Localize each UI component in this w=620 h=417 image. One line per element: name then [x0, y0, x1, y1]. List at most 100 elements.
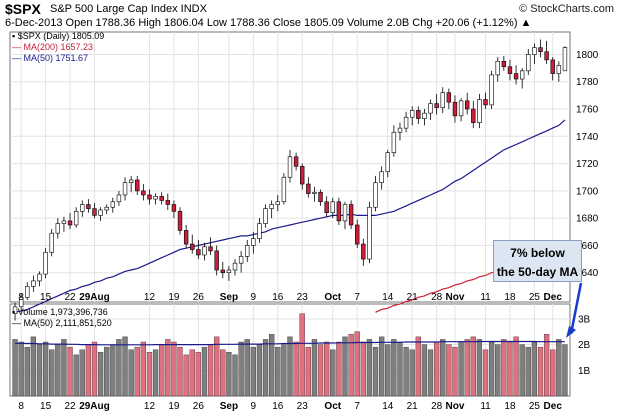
volume-bar	[330, 349, 336, 397]
candle	[562, 46, 568, 72]
volume-bar	[18, 341, 24, 397]
candle	[428, 99, 433, 120]
price-x-tick-label: 14	[382, 292, 394, 303]
candle	[147, 189, 152, 205]
candle	[556, 61, 562, 82]
volume-bar	[550, 349, 556, 397]
candle-body	[483, 99, 488, 106]
candle	[214, 245, 219, 276]
candle	[128, 175, 134, 193]
candle	[538, 39, 543, 58]
volume-ma-line-group	[15, 340, 565, 346]
candle	[477, 94, 482, 129]
volume-x-tick-label: Oct	[324, 401, 341, 412]
candle	[526, 49, 531, 75]
candle	[336, 197, 342, 225]
candle	[220, 261, 225, 279]
candle	[177, 207, 183, 235]
candle	[61, 216, 67, 232]
candle	[355, 219, 360, 249]
volume-bar	[165, 339, 171, 397]
candle-body	[159, 196, 164, 201]
volume-bar	[159, 344, 165, 397]
volume-bar	[128, 349, 134, 397]
candle	[422, 109, 427, 126]
volume-bar	[134, 346, 140, 397]
candle-body	[116, 194, 122, 203]
candle-body	[519, 70, 525, 80]
volume-legend: ▪ Volume 1,973,396,736 — MA(50) 2,111,85…	[12, 307, 112, 329]
candle-body	[538, 47, 543, 53]
price-x-tick-label: 11	[480, 292, 491, 303]
volume-bar	[440, 339, 446, 397]
volume-bar	[49, 349, 55, 397]
candle	[410, 106, 415, 126]
candle	[318, 189, 323, 206]
candle	[135, 175, 140, 195]
volume-bar	[397, 341, 403, 397]
volume-x-tick-label: 7	[354, 401, 360, 412]
price-x-tick-label: 7	[354, 292, 360, 303]
candle	[458, 98, 464, 122]
volume-tick-label: 2B	[578, 340, 591, 351]
candle	[293, 152, 299, 171]
volume-bar	[55, 344, 61, 397]
volume-x-tick-label: 18	[504, 401, 516, 412]
candle-body	[141, 190, 146, 196]
candle-body	[452, 101, 458, 117]
candle	[159, 192, 164, 205]
volume-bar	[311, 339, 318, 397]
price-x-tick-label: 28	[431, 292, 443, 303]
volume-x-tick-label: Nov	[446, 401, 465, 412]
candle-body	[464, 100, 470, 110]
candle	[55, 218, 61, 239]
price-x-tick-label: 25	[529, 292, 541, 303]
candle	[269, 200, 274, 219]
price-tick-label: 1660	[576, 241, 599, 252]
candle-body	[403, 116, 409, 129]
volume-bar	[140, 341, 147, 397]
volume-bar	[220, 349, 226, 397]
candle-body	[416, 110, 421, 119]
price-x-tick-label: 12	[144, 292, 156, 303]
ma50-line-group	[14, 119, 566, 313]
candle	[263, 204, 268, 228]
volume-bar	[262, 339, 269, 397]
volume-bar	[446, 344, 452, 397]
price-x-tick-label: 8	[18, 292, 24, 303]
volume-bar	[360, 341, 366, 397]
volume-x-tick-label: 21	[407, 401, 419, 412]
volume-bar	[152, 349, 159, 397]
candle	[275, 194, 280, 212]
volume-bar	[91, 341, 98, 397]
candle-body	[556, 65, 562, 74]
candle	[501, 55, 507, 71]
volume-bar	[42, 341, 49, 397]
volume-x-tick-label: 14	[382, 401, 394, 412]
volume-bar	[354, 331, 360, 397]
candle-body	[513, 73, 519, 80]
candle-body	[355, 224, 360, 245]
annotation-callout: 7% below the 50-day MA	[493, 240, 582, 282]
volume-bar	[269, 334, 275, 397]
legend-price: ▪ $SPX (Daily) 1805.09	[12, 31, 105, 41]
candle	[312, 186, 317, 202]
price-x-tick-label: Sep	[220, 292, 238, 303]
candle-body	[122, 182, 128, 196]
candle-body	[183, 230, 189, 245]
candle	[208, 237, 213, 255]
price-x-tick-label: 15	[40, 292, 52, 303]
volume-bar	[488, 341, 495, 397]
volume-bar	[342, 336, 348, 397]
candle	[507, 59, 513, 81]
volume-bar	[73, 354, 79, 397]
candle-body	[489, 74, 494, 106]
candle	[80, 200, 85, 217]
candle-body	[196, 249, 201, 256]
candle-body	[245, 245, 250, 257]
candle	[330, 197, 335, 219]
candle	[452, 95, 458, 123]
volume-bar	[238, 341, 244, 397]
price-x-tick-label: 19	[168, 292, 180, 303]
candle-body	[177, 211, 183, 231]
